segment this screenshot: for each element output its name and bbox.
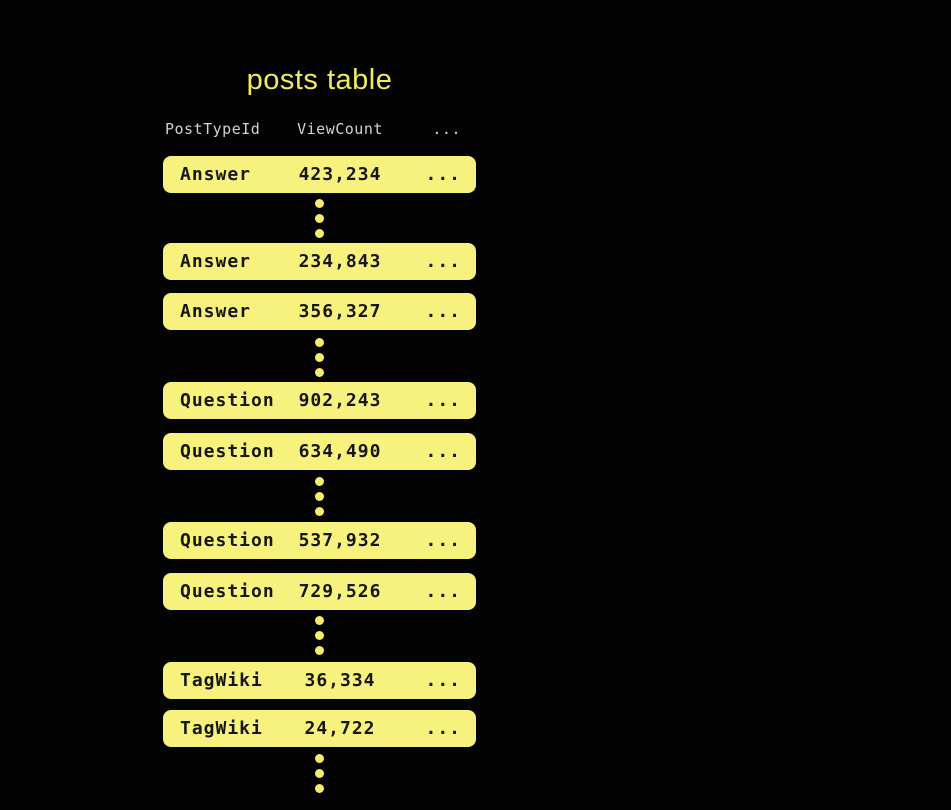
table-title: posts table — [246, 64, 393, 96]
cell-post-type-id: Question — [180, 530, 275, 551]
row-ellipsis — [315, 754, 324, 793]
table-row: TagWiki 24,722 ... — [163, 710, 476, 747]
cell-post-type-id: Question — [180, 581, 275, 602]
row-ellipsis — [315, 477, 324, 516]
cell-more: ... — [425, 301, 461, 322]
table-row: Question 537,932 ... — [163, 522, 476, 559]
cell-more: ... — [425, 441, 461, 462]
cell-view-count: 634,490 — [298, 441, 382, 462]
table-row: Answer 356,327 ... — [163, 293, 476, 330]
cell-view-count: 356,327 — [298, 301, 382, 322]
table-row: Answer 423,234 ... — [163, 156, 476, 193]
cell-more: ... — [425, 251, 461, 272]
row-ellipsis — [315, 616, 324, 655]
row-ellipsis — [315, 199, 324, 238]
ellipsis-dot — [315, 631, 324, 640]
ellipsis-dot — [315, 353, 324, 362]
cell-more: ... — [425, 164, 461, 185]
cell-view-count: 902,243 — [298, 390, 382, 411]
ellipsis-dot — [315, 477, 324, 486]
table-row: TagWiki 36,334 ... — [163, 662, 476, 699]
cell-view-count: 729,526 — [298, 581, 382, 602]
column-headers: PostTypeId ViewCount ... — [163, 119, 476, 139]
table-row: Question 902,243 ... — [163, 382, 476, 419]
column-header-more: ... — [432, 120, 461, 138]
cell-post-type-id: Answer — [180, 164, 252, 185]
cell-more: ... — [425, 390, 461, 411]
cell-more: ... — [425, 718, 461, 739]
ellipsis-dot — [315, 507, 324, 516]
ellipsis-dot — [315, 754, 324, 763]
table-row: Question 729,526 ... — [163, 573, 476, 610]
ellipsis-dot — [315, 769, 324, 778]
cell-post-type-id: Question — [180, 390, 275, 411]
cell-view-count: 36,334 — [304, 670, 376, 691]
ellipsis-dot — [315, 229, 324, 238]
cell-more: ... — [425, 670, 461, 691]
cell-post-type-id: TagWiki — [180, 718, 263, 739]
ellipsis-dot — [315, 199, 324, 208]
cell-more: ... — [425, 581, 461, 602]
cell-view-count: 234,843 — [298, 251, 382, 272]
cell-view-count: 24,722 — [304, 718, 376, 739]
column-header-view-count: ViewCount — [297, 120, 383, 138]
cell-view-count: 537,932 — [298, 530, 382, 551]
ellipsis-dot — [315, 616, 324, 625]
ellipsis-dot — [315, 646, 324, 655]
ellipsis-dot — [315, 784, 324, 793]
column-header-post-type-id: PostTypeId — [165, 120, 261, 138]
ellipsis-dot — [315, 368, 324, 377]
cell-view-count: 423,234 — [298, 164, 382, 185]
table-row: Answer 234,843 ... — [163, 243, 476, 280]
cell-post-type-id: TagWiki — [180, 670, 263, 691]
ellipsis-dot — [315, 492, 324, 501]
cell-post-type-id: Question — [180, 441, 275, 462]
row-ellipsis — [315, 338, 324, 377]
cell-more: ... — [425, 530, 461, 551]
ellipsis-dot — [315, 338, 324, 347]
cell-post-type-id: Answer — [180, 301, 252, 322]
cell-post-type-id: Answer — [180, 251, 252, 272]
ellipsis-dot — [315, 214, 324, 223]
table-row: Question 634,490 ... — [163, 433, 476, 470]
